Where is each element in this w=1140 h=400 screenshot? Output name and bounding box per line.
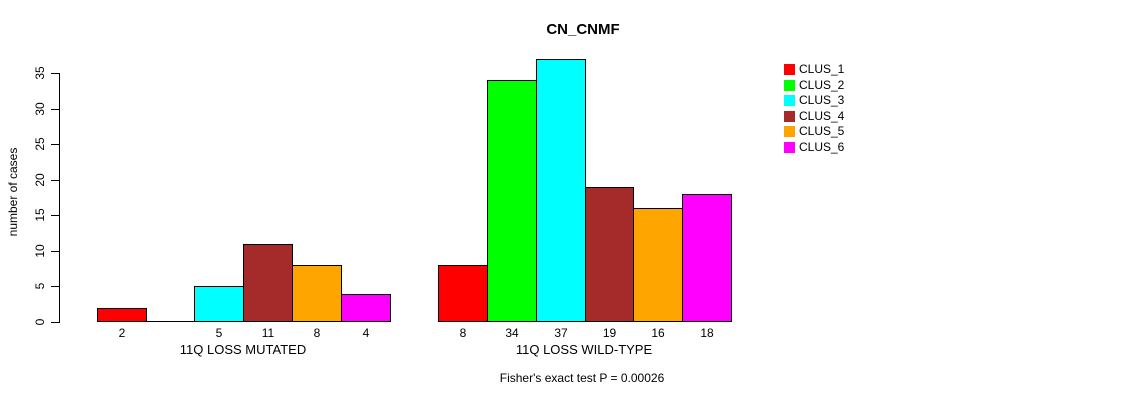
legend-label: CLUS_5 [799,124,845,138]
bar-value-label: 19 [602,326,617,340]
legend-label: CLUS_3 [799,93,845,107]
y-tick-label: 20 [33,173,47,187]
y-tick-label: 0 [33,318,47,326]
fisher-test-annotation: Fisher's exact test P = 0.00026 [499,371,665,385]
y-tick [51,180,59,181]
legend-item: CLUS_5 [784,125,844,137]
bar-value-label: 18 [700,326,714,340]
bar [682,194,732,322]
chart-title: CN_CNMF [546,21,620,38]
legend-item: CLUS_1 [784,63,844,75]
legend-label: CLUS_2 [799,78,845,92]
y-tick-label: 35 [33,66,47,80]
y-tick-label: 30 [33,102,47,116]
y-tick-label: 15 [33,208,47,222]
legend-swatch [784,94,795,106]
bar [438,265,488,322]
legend-label: CLUS_4 [799,109,845,123]
bar-value-label: 16 [651,326,665,340]
y-tick-label: 25 [33,137,47,151]
bar-value-label: 11 [261,326,275,340]
y-tick-label: 10 [33,244,47,258]
legend-item: CLUS_3 [784,94,844,106]
y-tick [51,73,59,74]
bar-value-label: 4 [362,326,370,340]
bar-value-label: 37 [554,326,568,340]
y-tick [51,286,59,287]
y-tick-label: 5 [33,282,47,290]
bar-value-label: 2 [118,326,126,340]
legend-swatch [784,141,795,153]
bar [633,208,683,322]
group-label-mutated: 11Q LOSS MUTATED [179,342,307,357]
y-axis-line [59,73,60,323]
legend-item: CLUS_4 [784,110,844,122]
bar [585,187,634,322]
bar [341,294,391,322]
group-label-wild-type: 11Q LOSS WILD-TYPE [515,342,653,357]
legend-swatch [784,110,795,122]
zero-bar-line [146,321,195,322]
bar [292,265,342,322]
legend: CLUS_1 CLUS_2 CLUS_3 CLUS_4 CLUS_5 CLUS_6 [784,63,914,163]
bar-value-label: 8 [459,326,467,340]
legend-swatch [784,63,795,75]
legend-swatch [784,79,795,91]
bar [243,244,293,322]
legend-item: CLUS_2 [784,79,844,91]
legend-swatch [784,125,795,137]
y-tick [51,109,59,110]
legend-label: CLUS_6 [799,140,845,154]
bar-value-label: 5 [215,326,223,340]
bar-value-label: 34 [505,326,519,340]
bar-value-label: 8 [313,326,321,340]
y-tick [51,144,59,145]
bar [194,286,244,322]
y-tick [51,215,59,216]
y-tick [51,251,59,252]
legend-label: CLUS_1 [799,62,845,76]
y-tick [51,322,59,323]
legend-item: CLUS_6 [784,141,844,153]
bar [487,80,537,322]
bar [536,59,586,322]
bar [97,308,147,322]
